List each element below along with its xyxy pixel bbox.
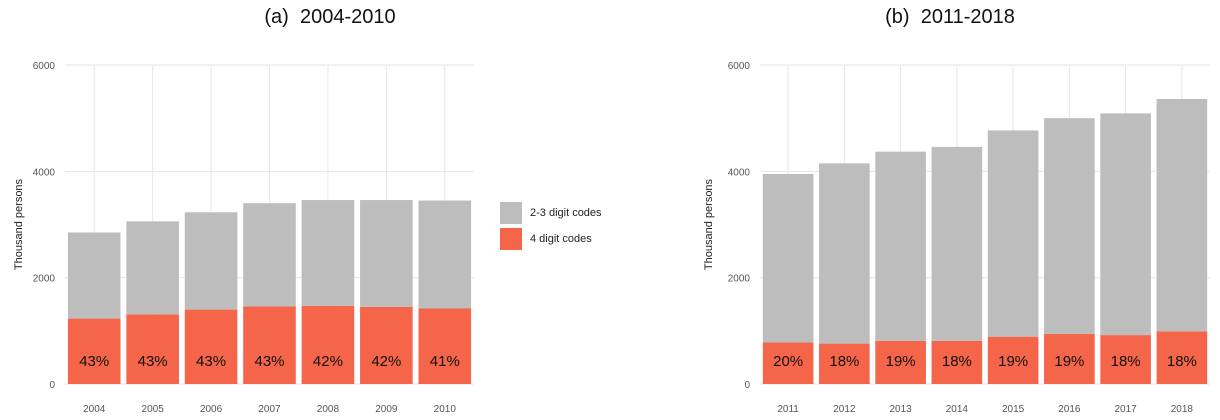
panel-b-title: (b) 2011-2018 <box>885 6 1015 28</box>
data-label: 43% <box>196 353 226 370</box>
bar-4-digit-codes <box>126 314 179 384</box>
bar-4-digit-codes <box>819 343 870 384</box>
y-tick-label: 2000 <box>33 274 56 285</box>
chart-b: 0 2000 4000 6000 Thousand persons 20% 2011 18% 2… <box>703 61 1210 415</box>
x-tick-label: 2009 <box>375 404 398 415</box>
bar-2-3-digit-codes <box>1100 113 1151 336</box>
data-label: 19% <box>886 353 916 370</box>
bar-2-3-digit-codes <box>931 146 983 341</box>
data-label: 20% <box>773 353 803 370</box>
y-axis-label: Thousand persons <box>703 178 715 270</box>
bar-2-3-digit-codes <box>819 163 870 344</box>
bar-2-3-digit-codes <box>67 232 121 319</box>
bar-2-3-digit-codes <box>360 200 413 307</box>
y-tick-label: 4000 <box>728 167 751 178</box>
legend-item-4-digit-codes: 4 digit codes <box>500 226 602 252</box>
data-label: 41% <box>430 353 460 370</box>
bar-4-digit-codes <box>931 340 983 384</box>
bar-2-3-digit-codes <box>1044 118 1095 335</box>
x-tick-label: 2017 <box>1115 404 1138 415</box>
bar-4-digit-codes <box>1100 335 1151 384</box>
bar-4-digit-codes <box>762 342 814 384</box>
bar-4-digit-codes <box>1044 334 1095 384</box>
data-label: 18% <box>1167 353 1197 370</box>
bar-4-digit-codes <box>360 306 413 384</box>
x-tick-label: 2011 <box>777 404 799 415</box>
x-tick-label: 2018 <box>1171 404 1194 415</box>
bar-2-3-digit-codes <box>301 200 355 306</box>
data-label: 19% <box>1054 353 1084 370</box>
legend: 2-3 digit codes 4 digit codes <box>500 200 602 252</box>
y-tick-label: 4000 <box>33 167 56 178</box>
x-tick-label: 2004 <box>83 404 106 415</box>
data-label: 19% <box>998 353 1028 370</box>
legend-label: 2-3 digit codes <box>530 207 602 219</box>
x-tick-label: 2013 <box>890 404 913 415</box>
y-tick-label: 6000 <box>33 61 56 72</box>
data-label: 18% <box>942 353 972 370</box>
bar-4-digit-codes <box>67 318 121 384</box>
bar-2-3-digit-codes <box>243 203 296 307</box>
data-label: 18% <box>1111 353 1141 370</box>
bar-2-3-digit-codes <box>126 221 179 315</box>
y-axis-label: Thousand persons <box>13 178 25 270</box>
bar-2-3-digit-codes <box>762 173 814 343</box>
x-tick-label: 2012 <box>833 404 856 415</box>
x-tick-label: 2005 <box>142 404 165 415</box>
x-tick-label: 2016 <box>1058 404 1081 415</box>
bar-2-3-digit-codes <box>184 212 238 310</box>
legend-item-2-3-digit-codes: 2-3 digit codes <box>500 200 602 226</box>
x-tick-label: 2006 <box>200 404 223 415</box>
data-label: 42% <box>371 353 401 370</box>
data-label: 18% <box>829 353 859 370</box>
legend-swatch-red <box>500 228 522 250</box>
x-tick-label: 2010 <box>434 404 457 415</box>
bar-4-digit-codes <box>1156 331 1208 384</box>
bar-4-digit-codes <box>418 308 472 384</box>
bar-4-digit-codes <box>987 336 1039 384</box>
x-tick-label: 2007 <box>258 404 281 415</box>
data-label: 43% <box>138 353 168 370</box>
bar-4-digit-codes <box>875 340 926 384</box>
bar-4-digit-codes <box>301 305 355 384</box>
x-tick-label: 2008 <box>317 404 340 415</box>
y-tick-label: 2000 <box>728 274 751 285</box>
panel-a-title: (a) 2004-2010 <box>264 6 396 28</box>
bar-2-3-digit-codes <box>987 130 1039 337</box>
legend-swatch-gray <box>500 202 522 224</box>
bar-4-digit-codes <box>243 306 296 384</box>
x-tick-label: 2015 <box>1002 404 1025 415</box>
bar-2-3-digit-codes <box>875 151 926 341</box>
y-tick-label: 0 <box>744 380 750 391</box>
data-label: 43% <box>79 353 109 370</box>
bar-2-3-digit-codes <box>1156 99 1208 332</box>
legend-label: 4 digit codes <box>530 233 592 245</box>
data-label: 42% <box>313 353 343 370</box>
y-tick-label: 6000 <box>728 61 751 72</box>
data-label: 43% <box>254 353 284 370</box>
chart-a: 0 2000 4000 6000 Thousand persons 43% 2004 43% 2… <box>13 61 474 415</box>
bar-2-3-digit-codes <box>418 200 472 309</box>
x-tick-label: 2014 <box>946 404 969 415</box>
bar-4-digit-codes <box>184 309 238 384</box>
y-tick-label: 0 <box>49 380 55 391</box>
